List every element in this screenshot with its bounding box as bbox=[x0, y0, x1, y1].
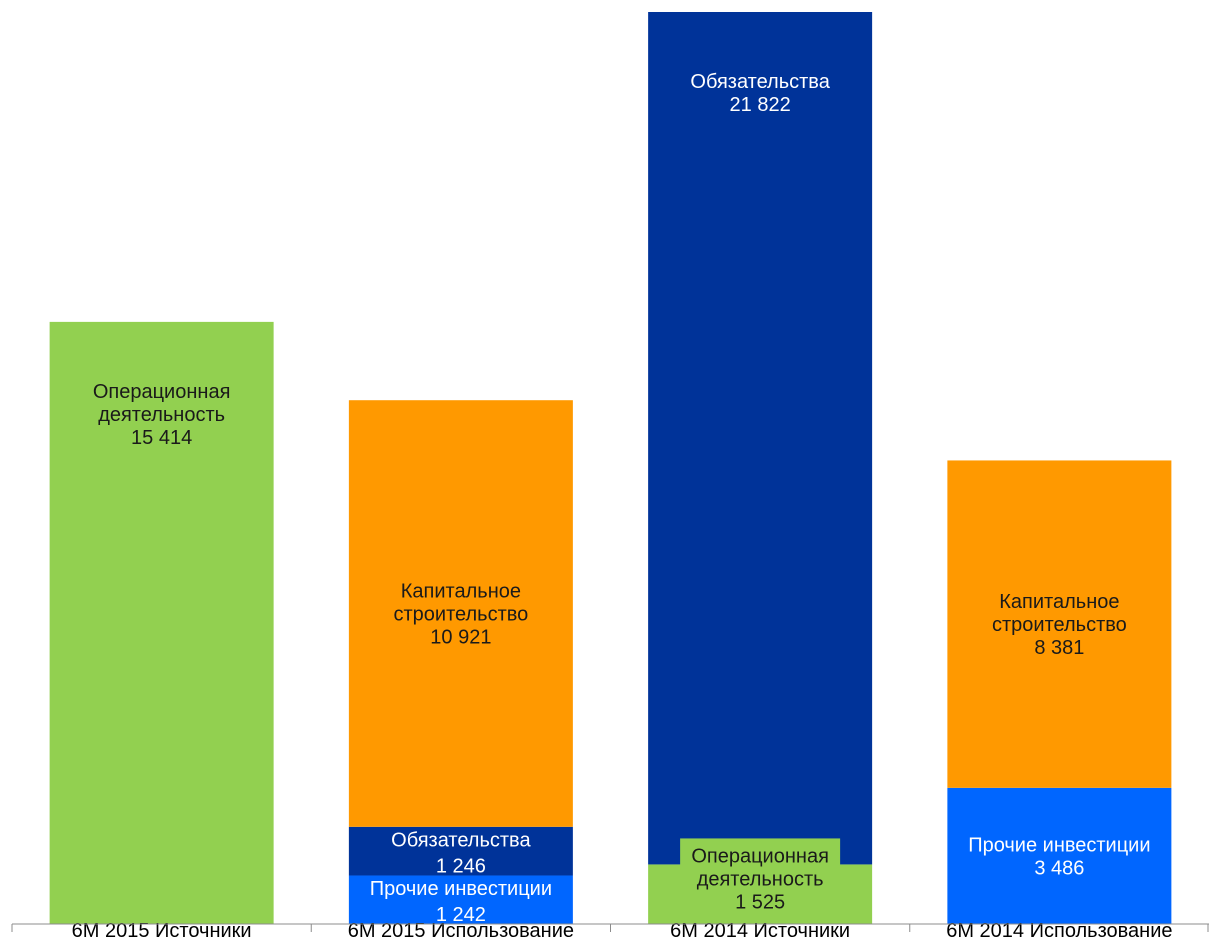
bar-2-segment-прочие-инвестиции bbox=[348, 875, 573, 924]
x-tick-label-2: 6M 2015 Использование bbox=[348, 920, 574, 940]
segment-labels-layer: Операционная деятельность 15 414 Прочие инв… bbox=[93, 71, 1151, 926]
bar-4-segment-капитальное bbox=[947, 460, 1172, 788]
bar-2-segment-капитальное bbox=[348, 400, 573, 827]
bar-1-segment-label-1: Операционная деятельность 15 414 bbox=[93, 381, 231, 449]
bar-4-segment-label-1: Прочие инвестиции 3 486 bbox=[968, 834, 1150, 879]
bar-3-segment-label-1: Операционная деятельность 1 525 bbox=[691, 845, 829, 913]
x-tick-label-1: 6M 2015 Источники bbox=[72, 920, 252, 940]
bar-2-segment-обязательства bbox=[348, 826, 573, 876]
bar-2-segment-label-1: Прочие инвестиции 1 242 bbox=[370, 878, 552, 926]
bar-1-segment-операционная bbox=[49, 321, 274, 924]
x-axis: 6M 2015 Источники 6M 2015 Использование 6M… bbox=[11, 920, 1209, 940]
bar-4-segment-прочие-инвестиции bbox=[947, 787, 1172, 924]
bar-2-segment-label-2: Обязательства 1 246 bbox=[391, 830, 531, 878]
x-tick-label-3: 6M 2014 Источники bbox=[670, 920, 850, 940]
bars-layer bbox=[49, 12, 1172, 924]
x-tick-label-4: 6M 2014 Использование bbox=[946, 920, 1172, 940]
bar-4-segment-label-2: Капитальное строительство 8 381 bbox=[992, 591, 1127, 659]
bar-3-segment-label-2: Обязательства 21 822 bbox=[690, 71, 830, 116]
bar-3-segment-обязательства bbox=[648, 12, 873, 865]
bar-3-label-box bbox=[680, 838, 841, 916]
bar-2-segment-label-3: Капитальное строительство 10 921 bbox=[394, 581, 529, 649]
